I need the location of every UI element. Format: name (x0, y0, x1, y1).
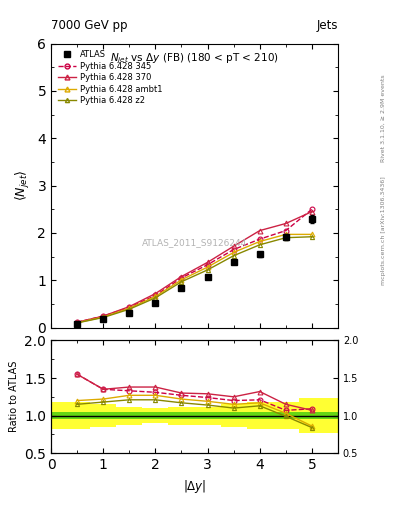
X-axis label: $|\Delta y|$: $|\Delta y|$ (183, 478, 206, 495)
Text: $N_{jet}$ vs $\Delta y$ (FB) (180 < pT < 210): $N_{jet}$ vs $\Delta y$ (FB) (180 < pT <… (110, 52, 279, 67)
Text: mcplots.cern.ch [arXiv:1306.3436]: mcplots.cern.ch [arXiv:1306.3436] (381, 176, 386, 285)
Y-axis label: $\langle N_{jet}\rangle$: $\langle N_{jet}\rangle$ (14, 170, 32, 201)
Y-axis label: Ratio to ATLAS: Ratio to ATLAS (9, 361, 19, 433)
Text: Rivet 3.1.10, ≥ 2.9M events: Rivet 3.1.10, ≥ 2.9M events (381, 74, 386, 162)
Text: ATLAS_2011_S9126244: ATLAS_2011_S9126244 (142, 238, 247, 247)
Text: Jets: Jets (316, 19, 338, 32)
Text: 7000 GeV pp: 7000 GeV pp (51, 19, 128, 32)
Legend: ATLAS, Pythia 6.428 345, Pythia 6.428 370, Pythia 6.428 ambt1, Pythia 6.428 z2: ATLAS, Pythia 6.428 345, Pythia 6.428 37… (55, 48, 165, 108)
